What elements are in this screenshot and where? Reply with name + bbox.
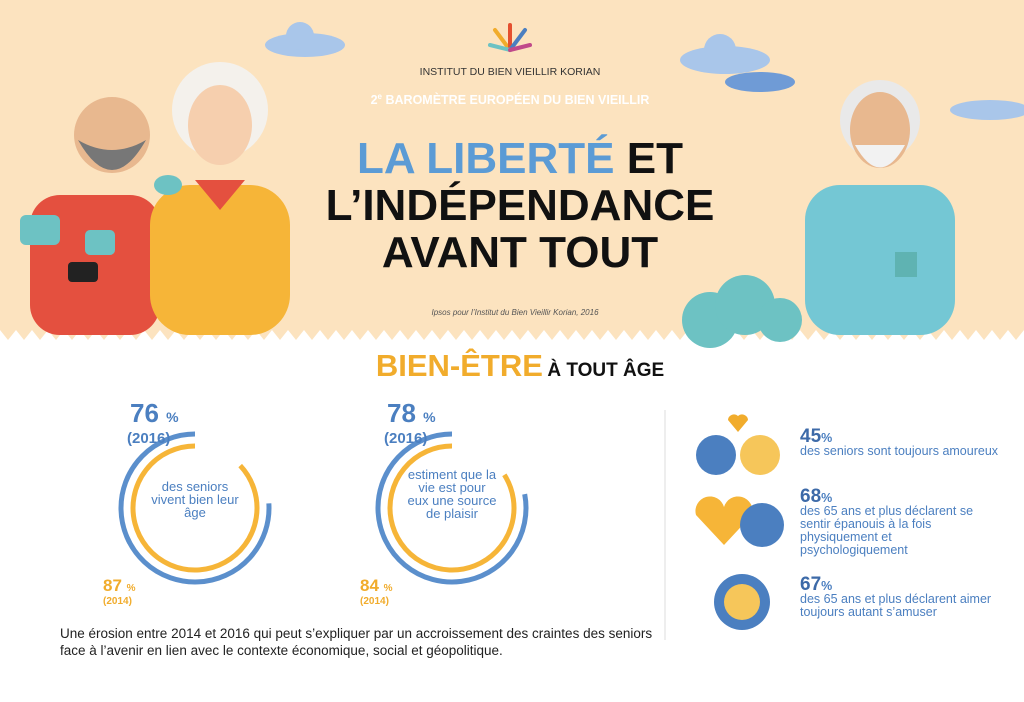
logo (488, 23, 532, 52)
ring-arc (375, 431, 529, 585)
year-2016: (2016) (384, 430, 428, 447)
value: 87 (103, 576, 122, 595)
man-left (20, 97, 160, 335)
woman (150, 62, 290, 335)
title-black: ET (626, 134, 683, 183)
clouds (265, 22, 1024, 120)
ring-arc (387, 443, 517, 573)
title-line1: LA LIBERTÉ ET (300, 135, 740, 182)
stat-value: 68 (800, 486, 822, 507)
ring-arc (118, 431, 272, 585)
subtitle-text: BAROMÈTRE EUROPÉEN DU BIEN VIEILLIR (385, 93, 650, 108)
subtitle: 2e BAROMÈTRE EUROPÉEN DU BIEN VIEILLIR (300, 92, 720, 107)
section-title: BIEN-ÊTRE À TOUT ÂGE (350, 348, 690, 384)
unit: % (166, 409, 179, 425)
ring-arc (130, 443, 260, 573)
value: 84 (360, 576, 379, 595)
year-2014: (2014) (360, 596, 389, 607)
stat-text: des seniors sont toujours amoureux (800, 444, 999, 458)
value: 76 (130, 398, 159, 428)
year-2014: (2014) (103, 596, 132, 607)
stat-text: des 65 ans et plus déclarent se sentir é… (800, 504, 974, 557)
ring-text: estiment que la vie est pour eux une sou… (407, 467, 497, 521)
stat-unit: % (821, 491, 833, 505)
unit: % (423, 409, 436, 425)
value: 78 (387, 398, 416, 428)
stat-icons (695, 414, 784, 630)
institute: INSTITUT DU BIEN VIEILLIR KORIAN (419, 66, 601, 78)
section-rest: À TOUT ÂGE (547, 360, 665, 381)
year-2016: (2016) (127, 430, 171, 447)
footnote: Une érosion entre 2014 et 2016 qui peut … (60, 626, 653, 658)
stat-value: 45 (800, 426, 822, 447)
ring-text: des seniors vivent bien leur âge (151, 479, 239, 520)
unit: % (383, 583, 393, 594)
stat-unit: % (821, 579, 833, 593)
value-2016: 76 % (130, 398, 179, 429)
stat: 67% des 65 ans et plus déclarent aimer to… (800, 575, 1000, 619)
man-right (805, 80, 955, 335)
stat-unit: % (821, 431, 833, 445)
stat: 68% des 65 ans et plus déclarent se senti… (800, 487, 1000, 557)
value-2016: 78 % (387, 398, 436, 429)
unit: % (126, 583, 136, 594)
stat: 45% des seniors sont toujours amoureux (800, 427, 1000, 458)
title-blue: LA LIBERTÉ (357, 134, 615, 183)
stat-text: des 65 ans et plus déclarent aimer toujo… (800, 592, 992, 619)
value-2014: 84 % (360, 576, 393, 596)
title-line2: L’INDÉPENDANCE (325, 181, 715, 230)
subtitle-number: 2 (370, 93, 378, 108)
title-line3: AVANT TOUT (381, 228, 659, 277)
value-2014: 87 % (103, 576, 136, 596)
subtitle-sup: e (377, 92, 382, 101)
bushes (682, 275, 802, 348)
section-main: BIEN-ÊTRE (375, 348, 543, 383)
source: Ipsos pour l’Institut du Bien Vieillir K… (431, 308, 599, 317)
stat-value: 67 (800, 574, 822, 595)
